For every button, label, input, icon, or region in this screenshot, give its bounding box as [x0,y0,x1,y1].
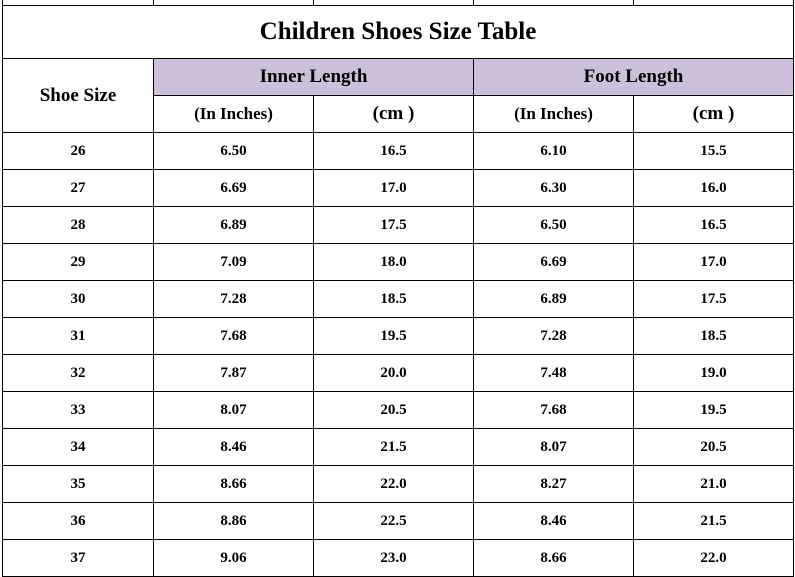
inner-inches-cell: 7.68 [153,317,314,355]
inner-inches-header: (In Inches) [153,95,314,133]
foot-cm-cell: 16.5 [633,206,794,244]
inner-inches-cell: 7.09 [153,243,314,281]
shoe-size-cell: 37 [2,539,154,577]
table-row: 33 8.07 20.5 7.68 19.5 [2,391,794,429]
foot-inches-cell: 7.48 [473,354,634,392]
foot-cm-cell: 21.5 [633,502,794,540]
inner-inches-cell: 8.86 [153,502,314,540]
foot-inches-header: (In Inches) [473,95,634,133]
inner-length-header: Inner Length [153,58,474,96]
table-row: 27 6.69 17.0 6.30 16.0 [2,169,794,207]
inner-inches-cell: 8.07 [153,391,314,429]
inner-inches-cell: 7.87 [153,354,314,392]
foot-inches-cell: 6.50 [473,206,634,244]
foot-inches-cell: 8.46 [473,502,634,540]
inner-cm-cell: 16.5 [313,132,474,170]
shoe-size-cell: 27 [2,169,154,207]
shoe-size-cell: 29 [2,243,154,281]
foot-inches-cell: 6.10 [473,132,634,170]
unit-header-row: (In Inches) (cm ) (In Inches) (cm ) [3,95,794,133]
table-row: 30 7.28 18.5 6.89 17.5 [2,280,794,318]
foot-cm-cell: 17.5 [633,280,794,318]
foot-inches-cell: 8.07 [473,428,634,466]
inner-cm-cell: 17.5 [313,206,474,244]
inner-inches-cell: 7.28 [153,280,314,318]
inner-cm-cell: 20.0 [313,354,474,392]
foot-cm-cell: 21.0 [633,465,794,503]
inner-inches-cell: 8.46 [153,428,314,466]
data-body: 26 6.50 16.5 6.10 15.5 27 6.69 17.0 6.30 16.0 28 6.… [2,132,794,577]
table-title: Children Shoes Size Table [2,5,794,59]
inner-cm-cell: 23.0 [313,539,474,577]
inner-inches-cell: 9.06 [153,539,314,577]
foot-length-header: Foot Length [473,58,794,96]
inner-cm-cell: 17.0 [313,169,474,207]
inner-cm-cell: 18.0 [313,243,474,281]
inner-inches-cell: 6.89 [153,206,314,244]
foot-cm-cell: 16.0 [633,169,794,207]
group-header-row: Shoe Size Inner Length Foot Length [2,58,794,133]
foot-cm-cell: 20.5 [633,428,794,466]
inner-cm-cell: 22.0 [313,465,474,503]
inner-cm-cell: 22.5 [313,502,474,540]
foot-cm-cell: 19.5 [633,391,794,429]
shoe-size-cell: 33 [2,391,154,429]
table-row: 35 8.66 22.0 8.27 21.0 [2,465,794,503]
foot-inches-cell: 6.30 [473,169,634,207]
table-row: 26 6.50 16.5 6.10 15.5 [2,132,794,170]
table-row: 36 8.86 22.5 8.46 21.5 [2,502,794,540]
foot-inches-cell: 8.27 [473,465,634,503]
foot-inches-cell: 7.28 [473,317,634,355]
table-row: 31 7.68 19.5 7.28 18.5 [2,317,794,355]
table-row: 29 7.09 18.0 6.69 17.0 [2,243,794,281]
shoe-size-cell: 34 [2,428,154,466]
title-row: Children Shoes Size Table [2,5,794,59]
table-row: 37 9.06 23.0 8.66 22.0 [2,539,794,577]
inner-inches-cell: 6.50 [153,132,314,170]
foot-inches-cell: 6.89 [473,280,634,318]
inner-cm-cell: 21.5 [313,428,474,466]
shoe-size-cell: 28 [2,206,154,244]
foot-cm-cell: 19.0 [633,354,794,392]
foot-cm-header: (cm ) [633,95,794,133]
inner-inches-cell: 6.69 [153,169,314,207]
inner-cm-cell: 20.5 [313,391,474,429]
shoe-size-cell: 35 [2,465,154,503]
shoe-size-header: Shoe Size [2,58,154,133]
foot-cm-cell: 15.5 [633,132,794,170]
inner-cm-header: (cm ) [313,95,474,133]
shoe-size-cell: 36 [2,502,154,540]
table-row: 34 8.46 21.5 8.07 20.5 [2,428,794,466]
foot-inches-cell: 6.69 [473,243,634,281]
inner-cm-cell: 18.5 [313,280,474,318]
table-body: Children Shoes Size Table Shoe Size Inne… [2,0,794,133]
foot-inches-cell: 7.68 [473,391,634,429]
foot-cm-cell: 22.0 [633,539,794,577]
shoe-size-cell: 26 [2,132,154,170]
table-row: 32 7.87 20.0 7.48 19.0 [2,354,794,392]
foot-cm-cell: 17.0 [633,243,794,281]
inner-inches-cell: 8.66 [153,465,314,503]
shoe-size-cell: 32 [2,354,154,392]
shoe-size-cell: 30 [2,280,154,318]
foot-inches-cell: 8.66 [473,539,634,577]
inner-cm-cell: 19.5 [313,317,474,355]
table-row: 28 6.89 17.5 6.50 16.5 [2,206,794,244]
shoe-size-cell: 31 [2,317,154,355]
foot-cm-cell: 18.5 [633,317,794,355]
